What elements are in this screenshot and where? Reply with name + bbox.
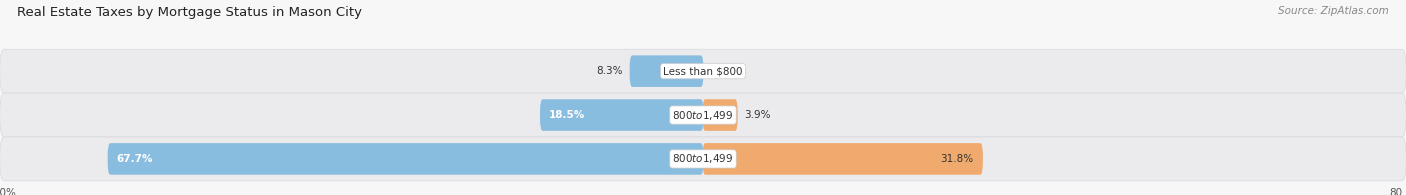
FancyBboxPatch shape (540, 99, 703, 131)
Text: 18.5%: 18.5% (550, 110, 585, 120)
Text: Source: ZipAtlas.com: Source: ZipAtlas.com (1278, 6, 1389, 16)
FancyBboxPatch shape (0, 93, 1406, 137)
FancyBboxPatch shape (703, 143, 983, 175)
Text: 67.7%: 67.7% (117, 154, 153, 164)
FancyBboxPatch shape (108, 143, 703, 175)
FancyBboxPatch shape (0, 49, 1406, 93)
FancyBboxPatch shape (630, 55, 703, 87)
Text: $800 to $1,499: $800 to $1,499 (672, 109, 734, 121)
FancyBboxPatch shape (0, 137, 1406, 181)
Text: Real Estate Taxes by Mortgage Status in Mason City: Real Estate Taxes by Mortgage Status in … (17, 6, 361, 19)
Text: 8.3%: 8.3% (596, 66, 623, 76)
Text: 31.8%: 31.8% (941, 154, 973, 164)
Text: 3.9%: 3.9% (744, 110, 770, 120)
Text: Less than $800: Less than $800 (664, 66, 742, 76)
FancyBboxPatch shape (703, 99, 738, 131)
Text: $800 to $1,499: $800 to $1,499 (672, 152, 734, 165)
Text: 0.0%: 0.0% (710, 66, 737, 76)
